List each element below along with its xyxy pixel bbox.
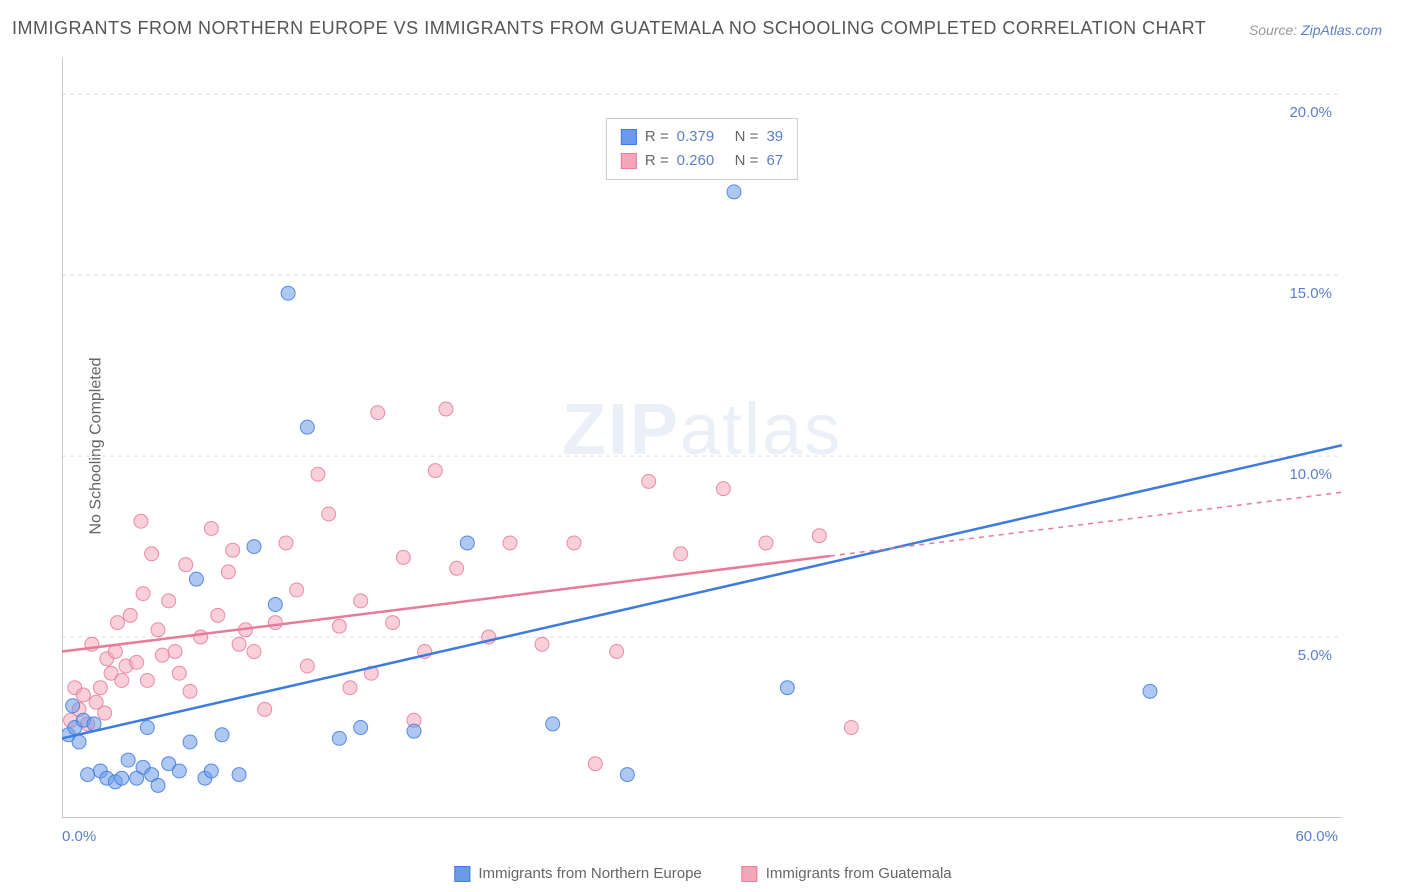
y-tick-label: 5.0% [1298, 647, 1332, 664]
stats-n-label: N = [722, 125, 758, 149]
series-legend: Immigrants from Northern Europe Immigrant… [454, 865, 951, 882]
stats-r-label: R = [645, 149, 669, 173]
series-legend-item: Immigrants from Northern Europe [454, 865, 701, 882]
stats-legend: R = 0.379 N = 39R = 0.260 N = 67 [606, 118, 798, 180]
source-attribution: Source: ZipAtlas.com [1249, 22, 1382, 38]
stats-r-label: R = [645, 125, 669, 149]
series-legend-item: Immigrants from Guatemala [742, 865, 952, 882]
stats-legend-row: R = 0.379 N = 39 [621, 125, 783, 149]
y-tick-label: 20.0% [1289, 104, 1332, 121]
legend-swatch [454, 866, 470, 882]
stats-legend-row: R = 0.260 N = 67 [621, 149, 783, 173]
series-name: Immigrants from Northern Europe [478, 865, 701, 882]
series-name: Immigrants from Guatemala [766, 865, 952, 882]
x-tick-label: 60.0% [1295, 828, 1338, 845]
legend-swatch [621, 153, 637, 169]
stats-r-value: 0.379 [677, 125, 715, 149]
stats-r-value: 0.260 [677, 149, 715, 173]
legend-swatch [621, 129, 637, 145]
x-tick-label: 0.0% [62, 828, 96, 845]
stats-n-label: N = [722, 149, 758, 173]
stats-n-value: 67 [766, 149, 783, 173]
source-prefix: Source: [1249, 22, 1301, 38]
y-tick-label: 15.0% [1289, 285, 1332, 302]
plot-area: ZIPatlas R = 0.379 N = 39R = 0.260 N = 6… [62, 58, 1342, 818]
chart-title: IMMIGRANTS FROM NORTHERN EUROPE VS IMMIG… [12, 18, 1206, 39]
legend-swatch [742, 866, 758, 882]
stats-n-value: 39 [766, 125, 783, 149]
y-tick-label: 10.0% [1289, 466, 1332, 483]
source-link[interactable]: ZipAtlas.com [1301, 22, 1382, 38]
chart-container: IMMIGRANTS FROM NORTHERN EUROPE VS IMMIG… [0, 0, 1406, 892]
